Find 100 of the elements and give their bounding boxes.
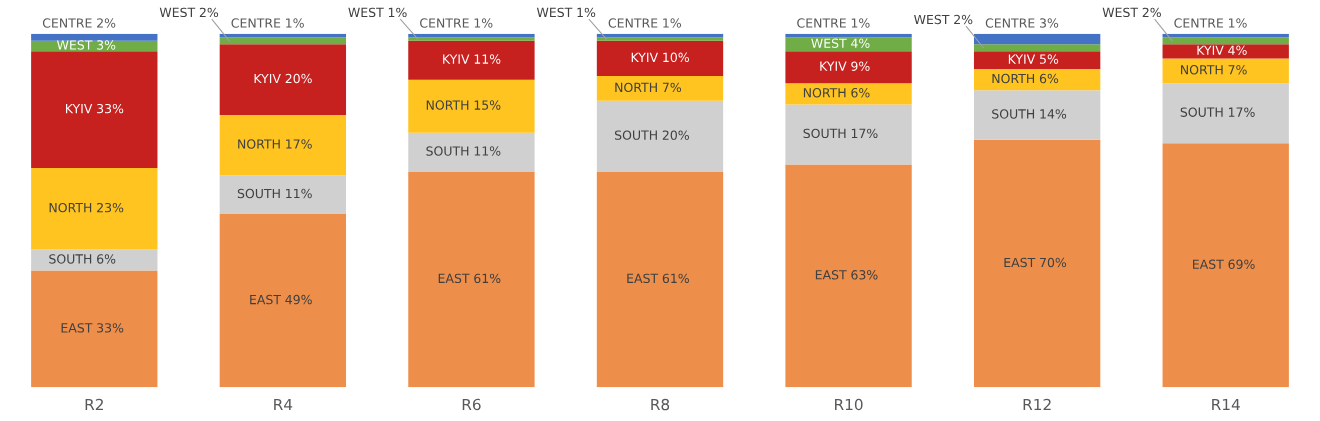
bar <box>785 83 912 105</box>
data-label: 1% <box>663 18 682 28</box>
text: KYIV <box>820 61 847 71</box>
x-tick-label: R4 <box>274 398 293 411</box>
text: KYIV <box>443 54 470 64</box>
text: KYIV <box>1008 54 1036 64</box>
data-label: 6% <box>97 254 116 264</box>
text: WEST <box>536 7 573 18</box>
data-label: 1% <box>286 18 304 28</box>
data-label: 5% <box>1039 54 1059 64</box>
bar <box>408 37 535 41</box>
data-label: 2% <box>97 18 116 28</box>
data-label: 2% <box>954 14 973 25</box>
text: EAST <box>627 273 659 284</box>
data-label: 69% <box>1228 259 1255 269</box>
x-tick-label: R2 <box>85 398 103 411</box>
data-label: 2% <box>1142 7 1161 18</box>
bar <box>408 132 535 172</box>
text: EAST <box>438 273 470 284</box>
bar <box>973 139 1101 388</box>
data-label: 33% <box>97 323 124 333</box>
bar <box>973 90 1101 140</box>
bar <box>31 51 158 169</box>
text: WEST <box>914 14 950 25</box>
x-tick-label: R6 <box>462 398 481 411</box>
text: NORTH <box>615 82 657 93</box>
text: WEST <box>811 38 847 48</box>
text: NORTH <box>426 100 469 110</box>
data-label: 3% <box>1039 18 1059 28</box>
data-label: 11% <box>286 188 312 199</box>
data-label: 6% <box>1039 73 1059 84</box>
data-label: 14% <box>1040 109 1067 119</box>
text: NORTH <box>238 139 280 149</box>
data-label: 23% <box>97 202 124 213</box>
text: CENTRE <box>1174 18 1224 28</box>
data-label: 17% <box>286 139 312 149</box>
text: WEST <box>1102 7 1139 18</box>
data-label: 33% <box>97 103 124 114</box>
x-tick-label: R12 <box>1023 398 1051 411</box>
bar <box>596 37 724 41</box>
text: NORTH <box>1181 64 1223 75</box>
data-label: 20% <box>285 73 312 84</box>
bar <box>1162 58 1289 84</box>
bar <box>408 171 535 388</box>
bar <box>408 79 535 133</box>
text: WEST <box>159 7 196 18</box>
text: SOUTH <box>803 128 846 139</box>
x-tick-label: R10 <box>835 398 863 411</box>
data-label: 49% <box>285 294 312 305</box>
bar <box>1162 44 1289 59</box>
bar <box>31 168 158 250</box>
series-label: CENTRE <box>42 18 92 28</box>
bar <box>973 51 1101 70</box>
data-label: 11% <box>474 54 501 64</box>
data-label: 17% <box>851 128 878 139</box>
text: KYIV <box>254 73 281 84</box>
text: WEST <box>348 7 384 18</box>
series-label: NORTH <box>803 87 846 98</box>
data-label: 2% <box>199 7 219 18</box>
bar <box>596 40 724 77</box>
text: CENTRE <box>608 18 658 28</box>
series-label: SOUTH <box>49 254 92 264</box>
bar <box>219 37 347 45</box>
series-label: KYIV <box>1197 45 1224 55</box>
bar <box>1162 83 1289 144</box>
data-label: 20% <box>662 130 689 140</box>
bar <box>973 44 1101 52</box>
text: SOUTH <box>992 109 1035 119</box>
text: CENTRE <box>231 18 281 28</box>
text: EAST <box>815 270 847 280</box>
bar <box>596 171 724 388</box>
data-label: 7% <box>1228 64 1247 75</box>
data-label: 70% <box>1040 257 1067 268</box>
data-label: 6% <box>851 87 870 98</box>
bar <box>596 100 724 172</box>
data-label: 1% <box>1228 18 1247 28</box>
text: NORTH <box>49 202 92 213</box>
data-label: 11% <box>474 146 501 156</box>
data-label: 63% <box>851 270 878 280</box>
text: SOUTH <box>237 188 280 199</box>
bar <box>785 51 912 84</box>
x-tick-label: R8 <box>651 398 670 411</box>
bar <box>31 270 158 388</box>
data-label: 9% <box>851 61 870 71</box>
data-label: 1% <box>851 18 870 28</box>
text: CENTRE <box>420 18 469 28</box>
data-label: 1% <box>474 18 493 28</box>
text: KYIV <box>66 104 93 114</box>
text: KYIV <box>631 52 659 62</box>
data-label: 7% <box>662 82 682 93</box>
data-label: 10% <box>663 52 689 63</box>
data-label: 4% <box>851 38 870 48</box>
data-label: 1% <box>388 7 407 18</box>
text: CENTRE <box>797 18 846 28</box>
data-label: 15% <box>474 100 501 110</box>
x-tick-label: R14 <box>1212 398 1240 411</box>
text: CENTRE <box>985 18 1035 28</box>
bar <box>973 69 1101 91</box>
data-label: 1% <box>577 7 596 18</box>
bar <box>785 164 912 388</box>
